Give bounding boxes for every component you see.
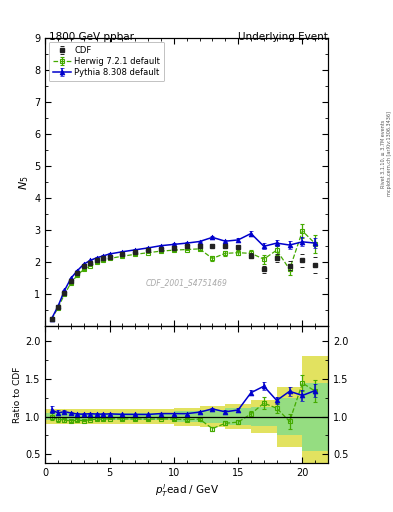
Y-axis label: $N_5$: $N_5$ [18, 175, 31, 189]
Y-axis label: Ratio to CDF: Ratio to CDF [13, 367, 22, 423]
X-axis label: $p_T^l$ead / GeV: $p_T^l$ead / GeV [154, 482, 219, 499]
Legend: CDF, Herwig 7.2.1 default, Pythia 8.308 default: CDF, Herwig 7.2.1 default, Pythia 8.308 … [48, 42, 164, 81]
Text: CDF_2001_S4751469: CDF_2001_S4751469 [146, 279, 228, 288]
Text: 1800 GeV ppbar: 1800 GeV ppbar [49, 32, 134, 42]
Text: Rivet 3.1.10, ≥ 3.7M events: Rivet 3.1.10, ≥ 3.7M events [381, 119, 386, 188]
Text: mcplots.cern.ch [arXiv:1306.3436]: mcplots.cern.ch [arXiv:1306.3436] [387, 111, 391, 196]
Text: Underlying Event: Underlying Event [238, 32, 328, 42]
